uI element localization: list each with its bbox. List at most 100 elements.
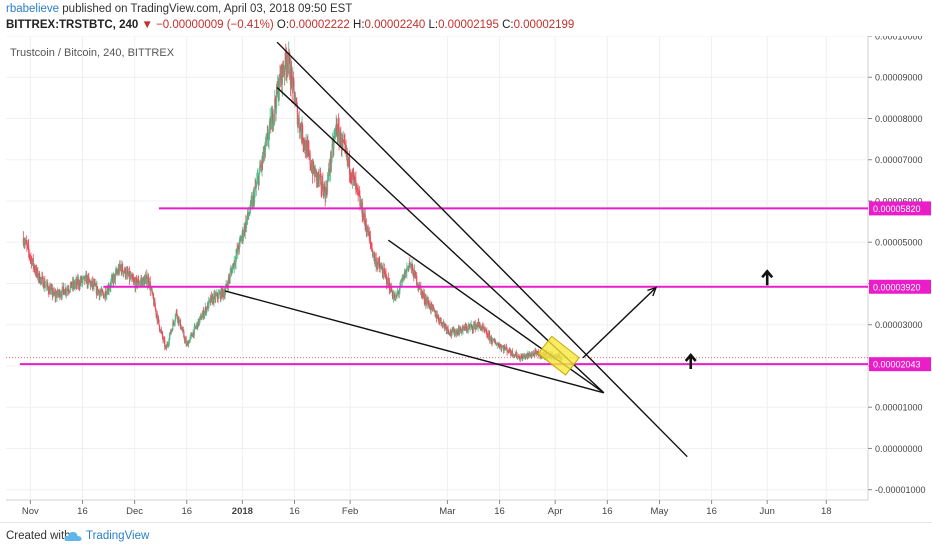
candle-body: [445, 325, 447, 327]
candle-body: [489, 337, 491, 341]
candle-body: [406, 267, 409, 269]
candle-body: [267, 139, 270, 141]
candle-body: [487, 333, 490, 339]
candle-body: [343, 140, 345, 143]
candle-body: [516, 352, 518, 358]
y-tick-label: 0.00010000: [875, 36, 923, 42]
candle-body: [540, 356, 542, 358]
candle-body: [320, 176, 322, 188]
candle-body: [261, 157, 263, 168]
x-tick-label: Nov: [22, 506, 39, 517]
candle-body: [497, 343, 500, 345]
candle-body: [224, 292, 226, 297]
high-value: 0.00002240: [364, 19, 426, 31]
candle-body: [62, 286, 64, 290]
candle-body: [249, 201, 252, 212]
tradingview-brand-link[interactable]: TradingView: [86, 530, 150, 542]
candle-body: [58, 293, 60, 295]
candle-body: [505, 347, 508, 349]
candle-body: [447, 327, 449, 331]
candle-body: [162, 336, 164, 340]
candle-body: [398, 290, 400, 293]
candle-body: [430, 303, 432, 310]
candle-body: [488, 333, 490, 335]
candle-body: [307, 144, 309, 147]
candle-body: [139, 281, 141, 284]
candle-body: [331, 143, 333, 159]
candle-body: [391, 291, 393, 292]
level-price-badge: [869, 201, 931, 216]
candle-body: [501, 346, 503, 349]
candle-body: [230, 270, 232, 273]
candle-body: [208, 300, 210, 308]
x-tick-label: Feb: [342, 506, 358, 517]
candle-body: [351, 178, 353, 180]
candle-body: [492, 339, 494, 343]
candle-body: [289, 57, 291, 80]
candle-body: [87, 276, 89, 285]
open-value: 0.00002222: [289, 19, 350, 31]
candle-body: [96, 286, 99, 294]
candle-body: [152, 292, 154, 299]
candle-body: [504, 346, 506, 350]
candle-body: [435, 314, 438, 319]
candle-body: [189, 336, 191, 340]
candle-body: [105, 295, 107, 297]
candle-body: [357, 188, 359, 193]
candle-body: [469, 326, 471, 328]
candle-body: [271, 111, 274, 125]
candle-body: [414, 270, 416, 273]
candle-body: [446, 329, 448, 331]
candle-body: [434, 310, 436, 317]
candle-body: [298, 118, 300, 128]
candle-body: [27, 245, 30, 252]
candle-body: [465, 325, 467, 328]
candle-body: [256, 177, 259, 182]
candle-body: [344, 144, 347, 149]
candle-body: [509, 348, 511, 353]
candle-body: [59, 295, 62, 298]
candle-body: [50, 289, 52, 295]
candle-body: [176, 310, 178, 316]
candle-body: [506, 348, 508, 353]
candle-body: [211, 295, 213, 297]
candle-body: [63, 289, 65, 295]
candle-body: [535, 351, 537, 353]
candle-body: [189, 339, 191, 343]
candle-body: [204, 311, 206, 315]
candle-body: [99, 292, 101, 297]
candle-body: [136, 283, 139, 286]
candle-body: [384, 270, 386, 274]
candle-body: [28, 251, 30, 256]
candle-body: [143, 277, 145, 280]
candle-body: [327, 176, 329, 180]
price-chart[interactable]: 0.00010000 0.00009000 0.00008000 0.00007000…: [0, 36, 932, 520]
candle-body: [421, 291, 424, 295]
candle-body: [308, 149, 310, 156]
chart-area[interactable]: 0.00010000 0.00009000 0.00008000 0.00007000…: [0, 36, 932, 520]
candle-body: [235, 249, 238, 256]
candle-body: [285, 52, 287, 61]
candle-body: [322, 181, 324, 192]
candle-body: [90, 283, 92, 287]
level-price-badge: [869, 357, 931, 372]
candle-body: [350, 174, 352, 179]
candle-body: [184, 338, 187, 340]
chart-background: [0, 36, 932, 520]
candle-body: [56, 294, 58, 298]
candle-body: [121, 264, 124, 271]
candle-body: [33, 265, 35, 270]
candle-body: [193, 327, 195, 336]
candle-body: [170, 331, 172, 334]
candle-body: [74, 284, 76, 287]
author-link[interactable]: rbabelieve: [6, 3, 60, 15]
candle-body: [119, 264, 121, 267]
candle-body: [30, 257, 33, 265]
candles: [22, 41, 563, 363]
candle-body: [385, 273, 387, 276]
candle-body: [402, 278, 404, 279]
candle-body: [178, 316, 180, 323]
down-triangle-icon: ▼: [141, 19, 153, 31]
candle-body: [69, 285, 71, 291]
candle-body: [286, 63, 288, 70]
